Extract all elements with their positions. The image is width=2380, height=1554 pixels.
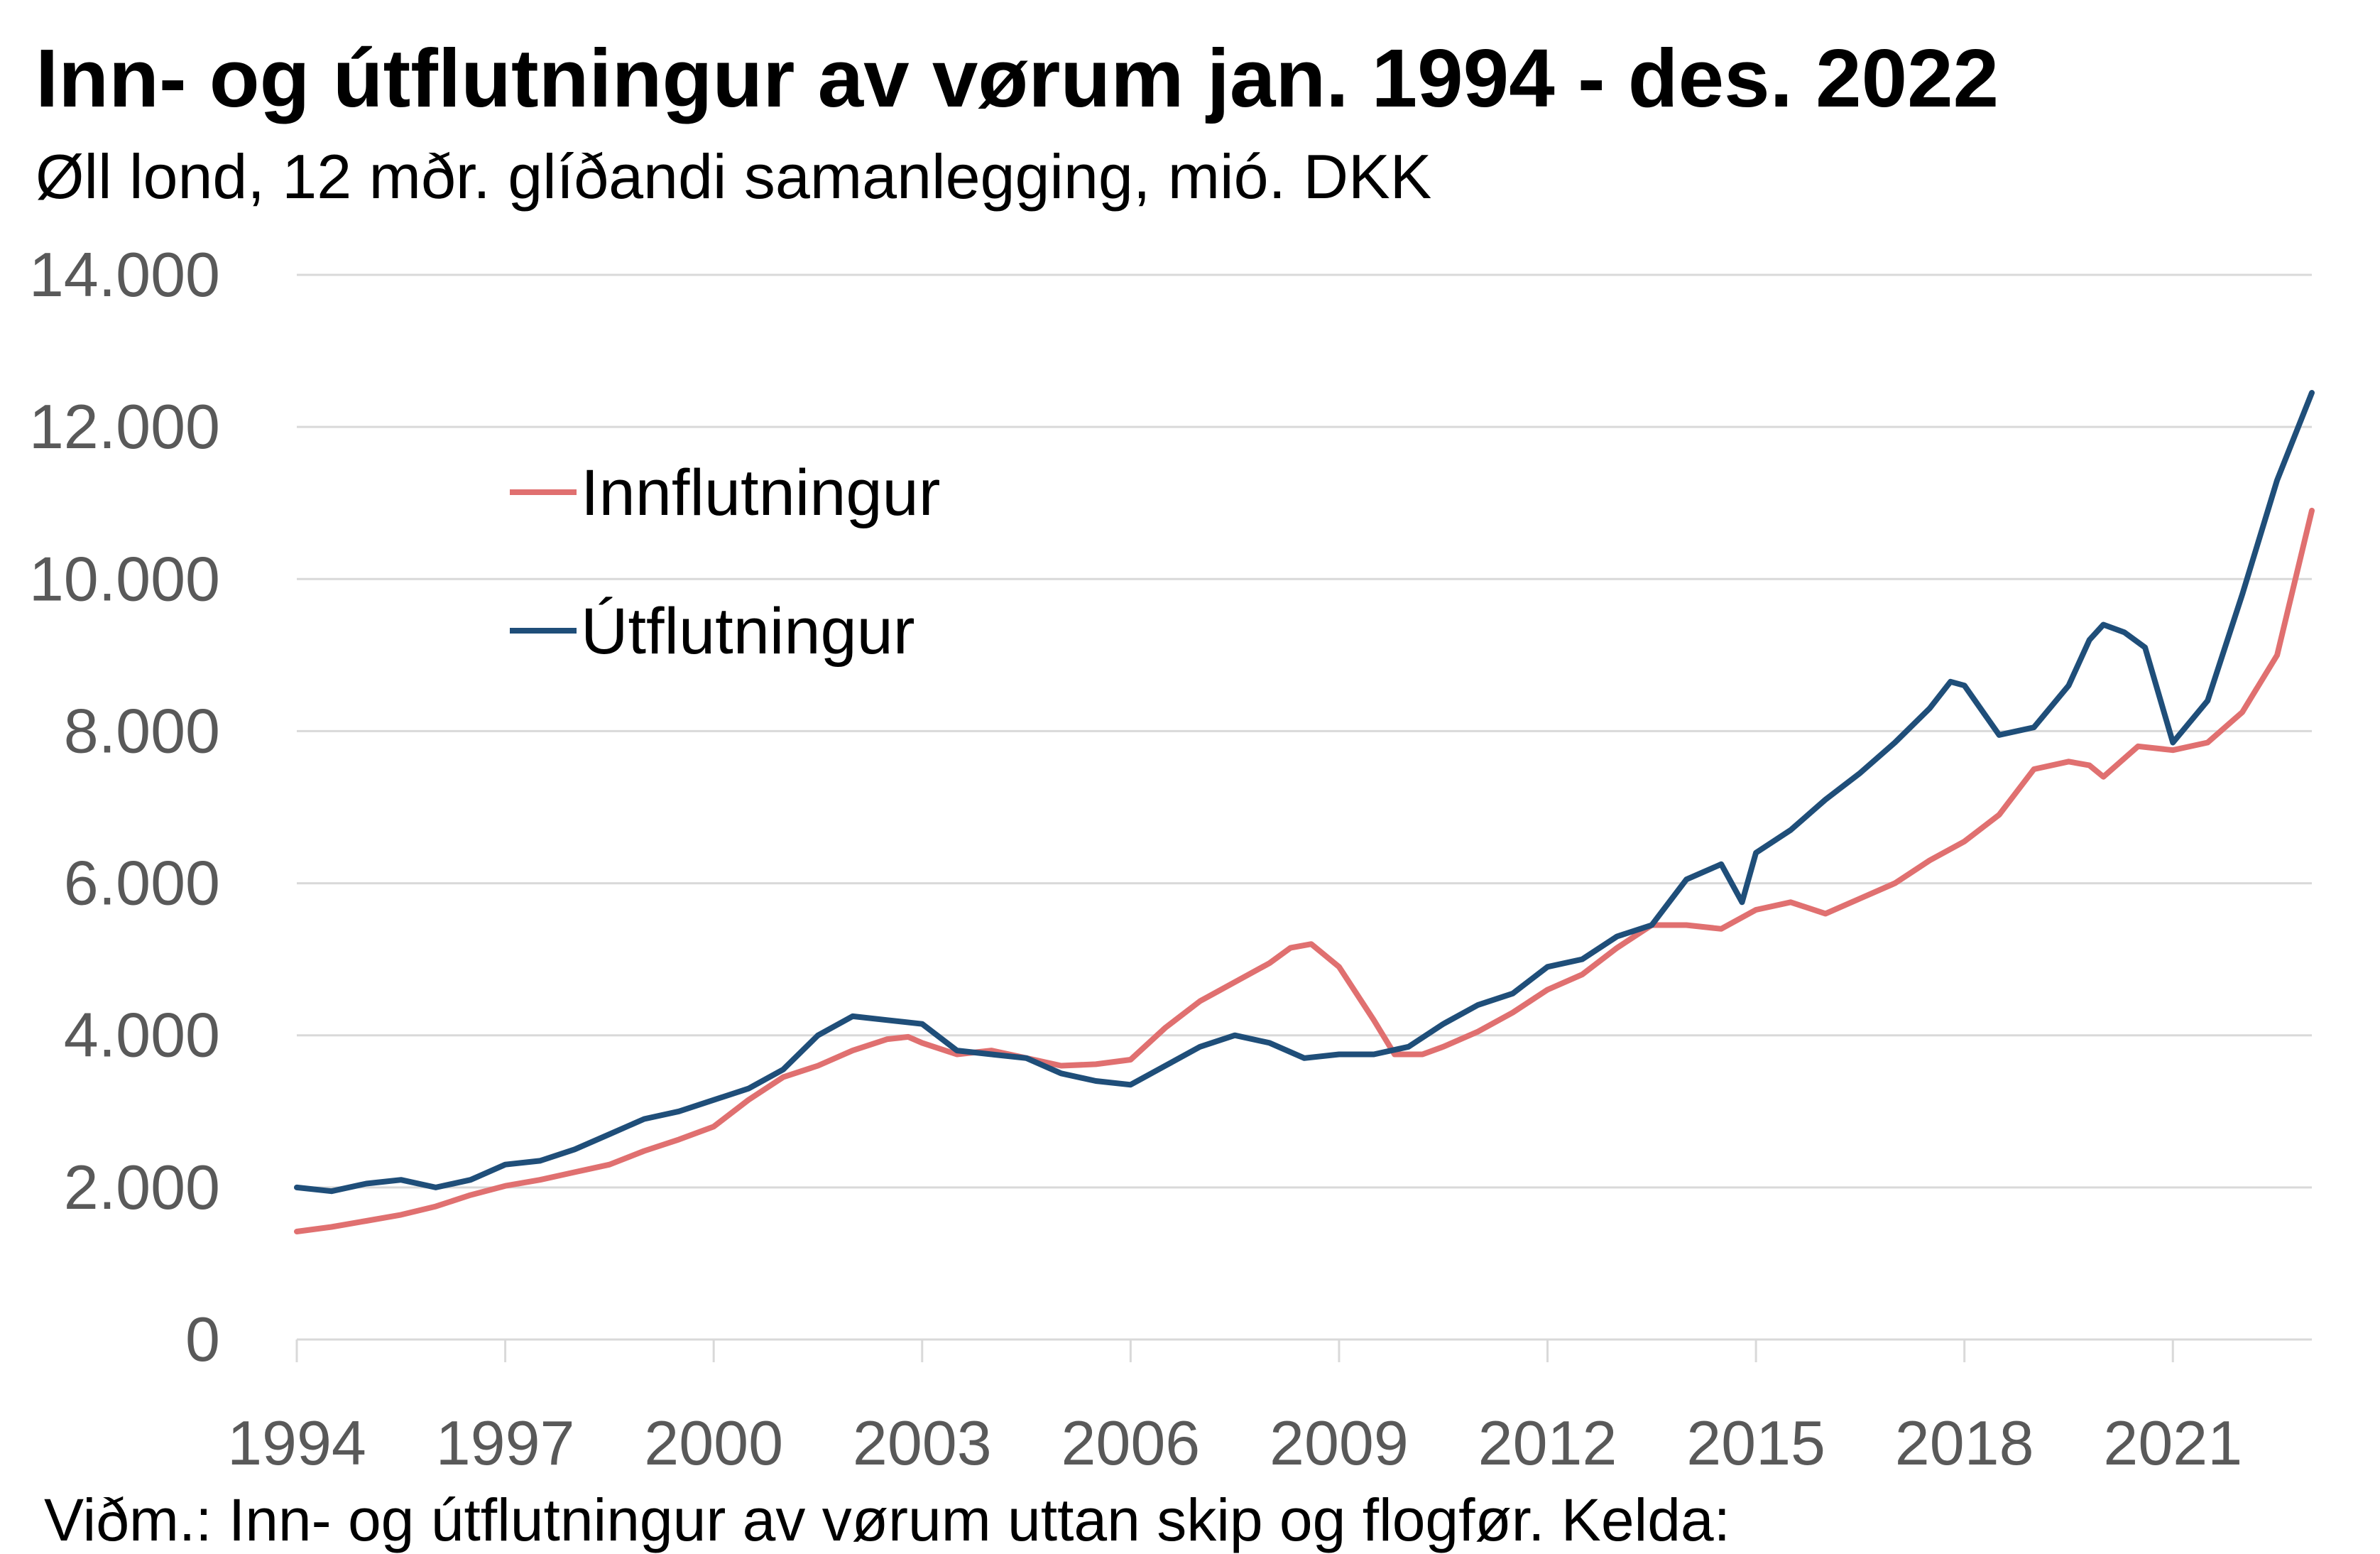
x-tick-label: 2003 [853,1408,992,1478]
x-tick-label: 2012 [1478,1408,1617,1478]
x-tick-label: 2000 [644,1408,783,1478]
series-lines [294,390,2315,1234]
x-tick-label: 2021 [2103,1408,2242,1478]
y-tick-label: 4.000 [64,1000,220,1070]
x-tick-label: 1997 [436,1408,575,1478]
x-tick-label: 2009 [1270,1408,1409,1478]
y-tick-label: 12.000 [29,391,220,462]
legend: Innflutningur Útflutningur [510,457,940,668]
x-tick-label: 2006 [1061,1408,1200,1478]
y-tick-label: 14.000 [29,239,220,310]
y-tick-label: 0 [185,1304,220,1374]
y-tick-label: 10.000 [29,543,220,614]
y-tick-label: 8.000 [64,695,220,766]
gridlines [297,273,2312,1189]
x-tick-label: 2015 [1686,1408,1825,1478]
x-axis-tick-labels: 1994 1997 2000 2003 2006 2009 2012 2015 2018 2021 [227,1408,2242,1478]
y-tick-label: 6.000 [64,848,220,918]
chart-subtitle: Øll lond, 12 mðr. glíðandi samanlegging,… [36,141,1432,212]
axes [295,1338,2312,1362]
series-line-innflutningur [294,507,2315,1234]
y-tick-label: 2.000 [64,1152,220,1222]
chart-title: Inn- og útflutningur av vørum jan. 1994 … [36,32,1999,124]
legend-label: Innflutningur [581,457,940,529]
y-axis-tick-labels: 0 2.000 4.000 6.000 8.000 10.000 12.000 14.000 [29,239,220,1374]
legend-label: Útflutningur [581,595,915,668]
x-tick-label: 2018 [1895,1408,2034,1478]
x-tick-label: 1994 [227,1408,366,1478]
chart-note: Viðm.: Inn- og útflutningur av vørum utt… [44,1487,1730,1553]
series-line-útflutningur [294,390,2315,1195]
